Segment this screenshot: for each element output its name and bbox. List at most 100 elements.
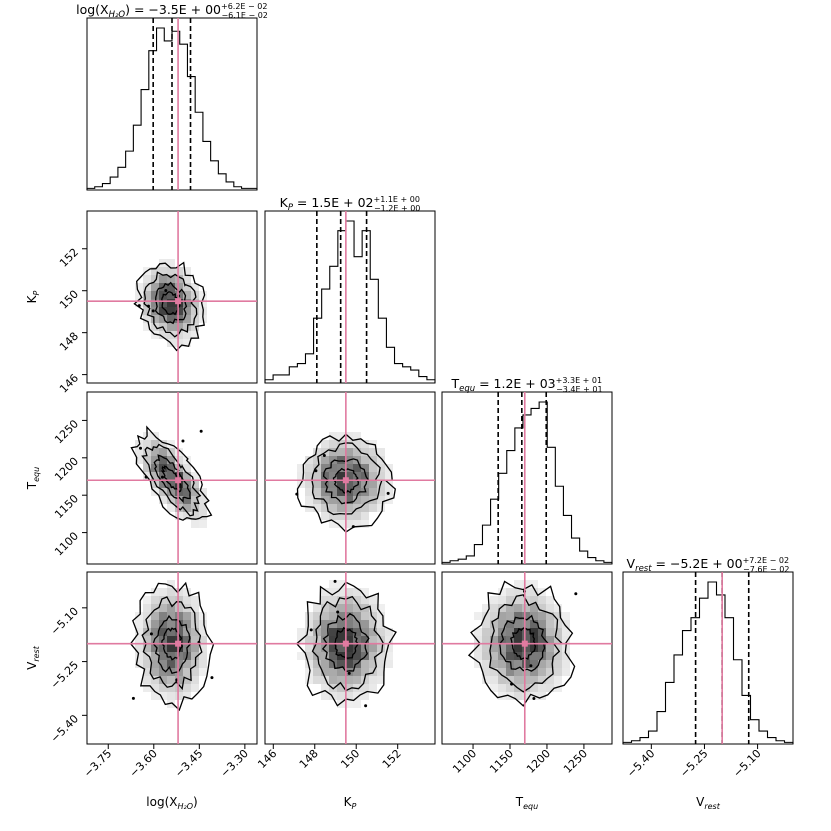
density-cell — [369, 480, 377, 488]
density-cell — [151, 588, 159, 596]
density-cell — [143, 283, 151, 291]
density-cell — [353, 668, 361, 676]
density-cell — [191, 636, 199, 644]
density-cell — [498, 676, 506, 684]
density-cell — [361, 464, 369, 472]
density-cell — [353, 440, 361, 448]
hist-step-logX — [86, 27, 258, 190]
density-cell — [167, 307, 175, 315]
density-cell — [377, 620, 385, 628]
density-cell — [143, 676, 151, 684]
density-cell — [345, 620, 353, 628]
density-cell — [143, 612, 151, 620]
density-cell — [167, 644, 175, 652]
density-cell — [199, 620, 207, 628]
density-cell — [482, 668, 490, 676]
density-cell — [329, 652, 337, 660]
density-cell — [506, 612, 514, 620]
density-cell — [522, 636, 530, 644]
contour-level-1 — [141, 596, 203, 691]
density-cell — [345, 676, 353, 684]
density-cell — [305, 668, 313, 676]
density-cell — [321, 676, 329, 684]
density-cell — [167, 275, 175, 283]
density-cell — [183, 512, 191, 520]
density-cell — [482, 612, 490, 620]
density-cell — [337, 488, 345, 496]
truth-marker — [521, 640, 528, 647]
density-cell — [345, 448, 353, 456]
density-cell — [183, 488, 191, 496]
density-cell — [490, 596, 498, 604]
density-cell — [337, 660, 345, 668]
density-cell — [175, 596, 183, 604]
sample-point — [574, 592, 578, 596]
sample-point — [336, 610, 340, 614]
density-cell — [183, 496, 191, 504]
density-cell — [337, 456, 345, 464]
density-cell — [159, 676, 167, 684]
density-cell — [151, 448, 159, 456]
density-cell — [305, 496, 313, 504]
hist-title-Vrest: Vrest = −5.2E + 00+7.2E − 02 −7.6E − 02 — [627, 556, 790, 574]
density-cell — [305, 472, 313, 480]
density-cell — [538, 604, 546, 612]
density-cell — [199, 488, 207, 496]
density-cell — [514, 644, 522, 652]
density-cell — [159, 684, 167, 692]
density-cell — [522, 668, 530, 676]
density-cell — [183, 315, 191, 323]
density-cell — [562, 628, 570, 636]
density-cell — [159, 612, 167, 620]
density-cell — [167, 636, 175, 644]
density-cell — [167, 660, 175, 668]
density-cell — [135, 636, 143, 644]
density-cell — [135, 644, 143, 652]
density-cell — [385, 488, 393, 496]
density-cell — [337, 580, 345, 588]
density-cell — [377, 456, 385, 464]
density-cell — [337, 480, 345, 488]
density-cell — [554, 604, 562, 612]
density-cell — [337, 684, 345, 692]
density-cell — [151, 684, 159, 692]
density-cell — [159, 668, 167, 676]
density-cell — [313, 456, 321, 464]
density-cell — [377, 472, 385, 480]
panel-frame — [86, 210, 258, 384]
density-cell — [530, 596, 538, 604]
density-cell — [135, 652, 143, 660]
density-cell — [506, 604, 514, 612]
density-cell — [175, 612, 183, 620]
density-cell — [175, 275, 183, 283]
density-cell — [167, 464, 175, 472]
density-cell — [482, 652, 490, 660]
density-cell — [369, 604, 377, 612]
density-cell — [562, 612, 570, 620]
density-cell — [167, 291, 175, 299]
density-cell — [151, 668, 159, 676]
density-cell — [167, 299, 175, 307]
truth-marker — [175, 477, 182, 484]
density-cell — [498, 644, 506, 652]
density-cell — [151, 283, 159, 291]
density-cell — [337, 432, 345, 440]
density-cell — [530, 652, 538, 660]
density-cell — [498, 604, 506, 612]
y-axis-label-Vrest: Vrest — [25, 645, 41, 670]
density-cell — [538, 692, 546, 700]
hist-panel-Vrest — [622, 571, 794, 745]
density-cell — [369, 636, 377, 644]
density-cell — [562, 652, 570, 660]
density-cell — [175, 496, 183, 504]
density-cell — [474, 628, 482, 636]
density-cell — [183, 636, 191, 644]
contour-level-0 — [467, 580, 576, 707]
density-cell — [151, 676, 159, 684]
density-cell — [191, 299, 199, 307]
density-cell — [554, 652, 562, 660]
density-cell — [151, 652, 159, 660]
density-cell — [506, 636, 514, 644]
density-cell — [183, 339, 191, 347]
density-cell — [175, 480, 183, 488]
